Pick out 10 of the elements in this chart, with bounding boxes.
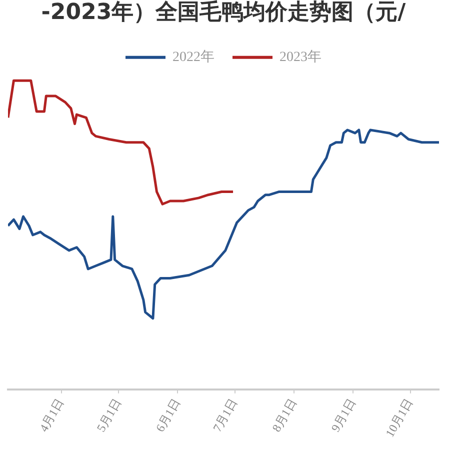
legend-label: 2022年: [172, 49, 214, 66]
x-tick-label: 6月1日: [152, 396, 184, 434]
x-tick-label: 10月1日: [382, 396, 416, 440]
x-tick-label: 8月1日: [269, 396, 300, 434]
x-tick-label: 4月1日: [36, 396, 67, 434]
x-tick-label: 5月1日: [94, 396, 124, 434]
chart-title: -2023年）全国毛鸭均价走势图（元/: [41, 0, 407, 25]
legend-label: 2023年: [280, 49, 322, 66]
x-tick-label: 7月1日: [210, 396, 240, 434]
x-tick-label: 9月1日: [328, 396, 359, 434]
